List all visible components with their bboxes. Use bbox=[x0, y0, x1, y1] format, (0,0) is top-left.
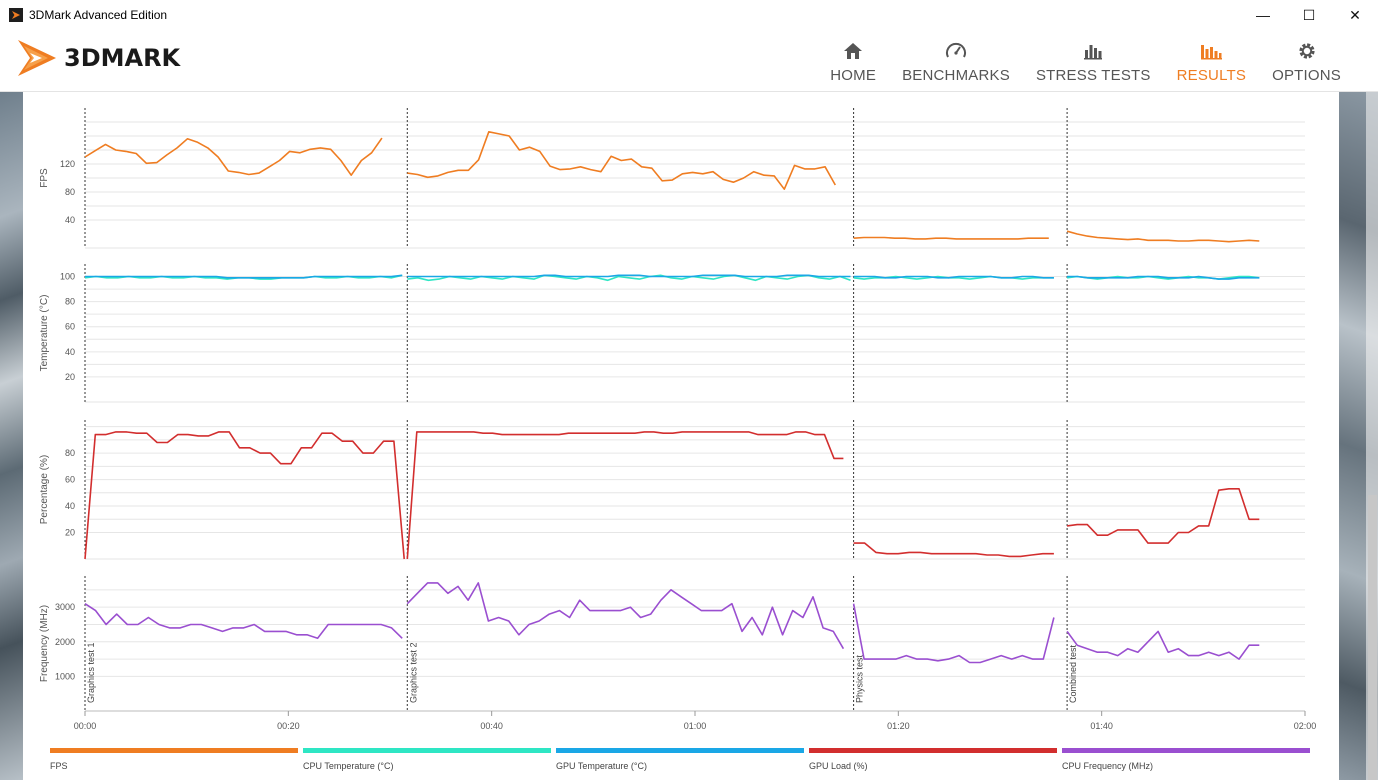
series-line-frequency bbox=[852, 603, 1055, 664]
brand-wordmark: 3DMARK bbox=[64, 44, 181, 72]
maximize-button[interactable]: ☐ bbox=[1302, 6, 1316, 23]
series-line-frequency bbox=[406, 582, 845, 650]
y-tick-label: 40 bbox=[65, 347, 75, 357]
title-bar: 3DMark Advanced Edition — ☐ ✕ bbox=[0, 0, 1378, 30]
nav-benchmarks[interactable]: BENCHMARKS bbox=[889, 30, 1023, 92]
x-tick-label: 01:40 bbox=[1090, 721, 1113, 731]
y-tick-label: 2000 bbox=[55, 637, 75, 647]
nav-home[interactable]: HOME bbox=[817, 30, 889, 92]
brand-logo[interactable]: 3DMARK bbox=[16, 36, 180, 80]
series-line-fps bbox=[1066, 230, 1260, 243]
series-line-fps bbox=[853, 236, 1049, 240]
y-axis-label: Temperature (°C) bbox=[39, 295, 50, 372]
nav-stress-tests[interactable]: STRESS TESTS bbox=[1023, 30, 1164, 92]
results-monitoring-panel: 40 80 120 FPS 20 40 60 80 100 Temperature (°C) 20 4… bbox=[23, 92, 1339, 780]
series-line-percentage bbox=[1066, 487, 1260, 544]
y-tick-label: 3000 bbox=[55, 602, 75, 612]
x-tick-label: 02:00 bbox=[1294, 721, 1317, 731]
y-tick-label: 80 bbox=[65, 297, 75, 307]
app-header: 3DMARK HOME BENCHMARKS STRESS TESTS RESU… bbox=[0, 30, 1378, 92]
legend-item[interactable]: CPU Frequency (MHz) bbox=[1062, 748, 1310, 774]
home-icon bbox=[843, 38, 863, 64]
legend-label: CPU Frequency (MHz) bbox=[1062, 761, 1154, 771]
series-line-temperature bbox=[1067, 275, 1260, 280]
x-tick-label: 00:20 bbox=[277, 721, 300, 731]
background-wallpaper-left bbox=[0, 92, 23, 780]
app-logo-icon bbox=[9, 8, 23, 22]
legend-item[interactable]: CPU Temperature (°C) bbox=[303, 748, 551, 774]
series-line-frequency bbox=[1066, 630, 1260, 660]
page-scrollbar-thumb[interactable] bbox=[1368, 495, 1377, 780]
y-tick-label: 80 bbox=[65, 448, 75, 458]
test-marker-label: Physics test bbox=[855, 654, 865, 703]
nav-benchmarks-label: BENCHMARKS bbox=[902, 67, 1010, 84]
y-tick-label: 40 bbox=[65, 501, 75, 511]
y-tick-label: 20 bbox=[65, 528, 75, 538]
x-tick-label: 01:00 bbox=[684, 721, 707, 731]
y-tick-label: 120 bbox=[60, 159, 75, 169]
y-tick-label: 60 bbox=[65, 475, 75, 485]
series-line-percentage bbox=[84, 431, 405, 560]
legend-label: FPS bbox=[50, 761, 68, 771]
bar-chart-icon bbox=[1083, 38, 1103, 64]
monitoring-chart: 40 80 120 FPS 20 40 60 80 100 Temperature (°C) 20 4… bbox=[39, 108, 1317, 731]
legend-item[interactable]: GPU Load (%) bbox=[809, 748, 1057, 774]
y-tick-label: 80 bbox=[65, 187, 75, 197]
nav-home-label: HOME bbox=[830, 67, 877, 84]
series-line-temperature bbox=[407, 274, 851, 278]
nav-stress-tests-label: STRESS TESTS bbox=[1035, 67, 1151, 84]
x-tick-label: 00:40 bbox=[480, 721, 503, 731]
y-tick-label: 60 bbox=[65, 322, 75, 332]
window-controls: — ☐ ✕ bbox=[1240, 0, 1378, 30]
y-tick-label: 1000 bbox=[55, 671, 75, 681]
x-tick-label: 00:00 bbox=[74, 721, 97, 731]
series-line-fps bbox=[84, 137, 383, 176]
legend-swatch bbox=[1062, 748, 1310, 753]
window-title: 3DMark Advanced Edition bbox=[29, 8, 168, 22]
test-marker-label: Graphics test 1 bbox=[86, 642, 96, 703]
minimize-button[interactable]: — bbox=[1256, 7, 1270, 23]
legend-label: GPU Temperature (°C) bbox=[556, 761, 647, 771]
legend-item[interactable]: FPS bbox=[50, 748, 298, 774]
y-tick-label: 40 bbox=[65, 215, 75, 225]
legend-swatch bbox=[809, 748, 1057, 753]
y-axis-label: FPS bbox=[39, 168, 50, 188]
series-line-temperature bbox=[85, 274, 403, 279]
series-line-fps bbox=[407, 130, 836, 190]
series-line-percentage bbox=[853, 542, 1054, 558]
legend-label: CPU Temperature (°C) bbox=[303, 761, 394, 771]
speedometer-icon bbox=[945, 38, 967, 64]
legend-item[interactable]: GPU Temperature (°C) bbox=[556, 748, 804, 774]
test-marker-label: Combined test bbox=[1068, 644, 1078, 703]
results-chart-icon bbox=[1200, 38, 1223, 64]
nav-results[interactable]: RESULTS bbox=[1164, 30, 1259, 92]
test-marker-label: Graphics test 2 bbox=[408, 642, 418, 703]
y-axis-label: Percentage (%) bbox=[39, 455, 50, 524]
nav-options-label: OPTIONS bbox=[1272, 67, 1341, 84]
legend-swatch bbox=[303, 748, 551, 753]
x-tick-label: 01:20 bbox=[887, 721, 910, 731]
nav-options[interactable]: OPTIONS bbox=[1259, 30, 1354, 92]
3dmark-flame-icon bbox=[18, 40, 56, 76]
y-tick-label: 20 bbox=[65, 372, 75, 382]
series-line-temperature bbox=[853, 275, 1054, 279]
y-tick-label: 100 bbox=[60, 272, 75, 282]
legend-swatch bbox=[50, 748, 298, 753]
close-button[interactable]: ✕ bbox=[1349, 6, 1361, 23]
series-line-frequency bbox=[84, 603, 403, 640]
legend-label: GPU Load (%) bbox=[809, 761, 868, 771]
gear-icon bbox=[1297, 38, 1317, 64]
main-nav: HOME BENCHMARKS STRESS TESTS RESULTS OPT… bbox=[817, 30, 1354, 92]
y-axis-label: Frequency (MHz) bbox=[39, 605, 50, 682]
nav-results-label: RESULTS bbox=[1176, 67, 1247, 84]
series-line-temperature bbox=[1066, 275, 1260, 280]
series-line-percentage bbox=[406, 431, 844, 560]
legend-swatch bbox=[556, 748, 804, 753]
